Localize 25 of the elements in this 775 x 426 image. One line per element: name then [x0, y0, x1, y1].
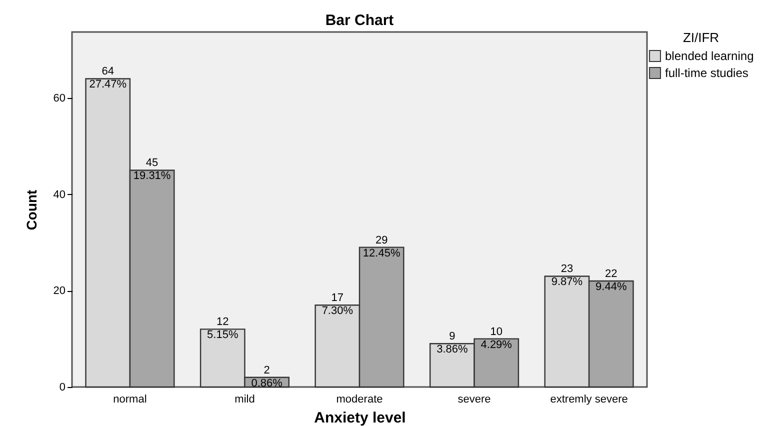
chart-title: Bar Chart: [325, 12, 394, 29]
data-label: 23 9.87%: [551, 263, 583, 288]
legend-label: blended learning: [665, 49, 754, 63]
y-tick-label: 60: [53, 92, 66, 104]
y-tick-label: 40: [53, 188, 66, 201]
y-axis-title: Count: [23, 189, 40, 230]
data-label: 29 12.45%: [362, 234, 400, 260]
data-label: 64 27.47%: [89, 66, 127, 91]
x-tick-label: extremly severe: [550, 394, 628, 406]
y-tick-label: 0: [59, 382, 66, 394]
x-tick-label: mild: [234, 394, 255, 406]
data-label: 17 7.30%: [322, 292, 354, 318]
x-axis-title: Anxiety level: [314, 410, 406, 426]
data-label: 2 0.86%: [251, 364, 283, 390]
data-label: 10 4.29%: [480, 326, 512, 351]
data-label: 9 3.86%: [436, 330, 468, 356]
legend-title: ZI/IFR: [682, 30, 720, 45]
y-tick-label: 20: [53, 285, 66, 298]
x-tick-label: severe: [458, 394, 491, 406]
data-label: 22 9.44%: [596, 268, 627, 294]
x-tick-label: normal: [113, 394, 147, 406]
data-label: 45 19.31%: [133, 157, 171, 182]
data-label: 12 5.15%: [207, 316, 238, 342]
legend-label: full-time studies: [665, 66, 748, 80]
x-tick-label: moderate: [336, 394, 383, 406]
